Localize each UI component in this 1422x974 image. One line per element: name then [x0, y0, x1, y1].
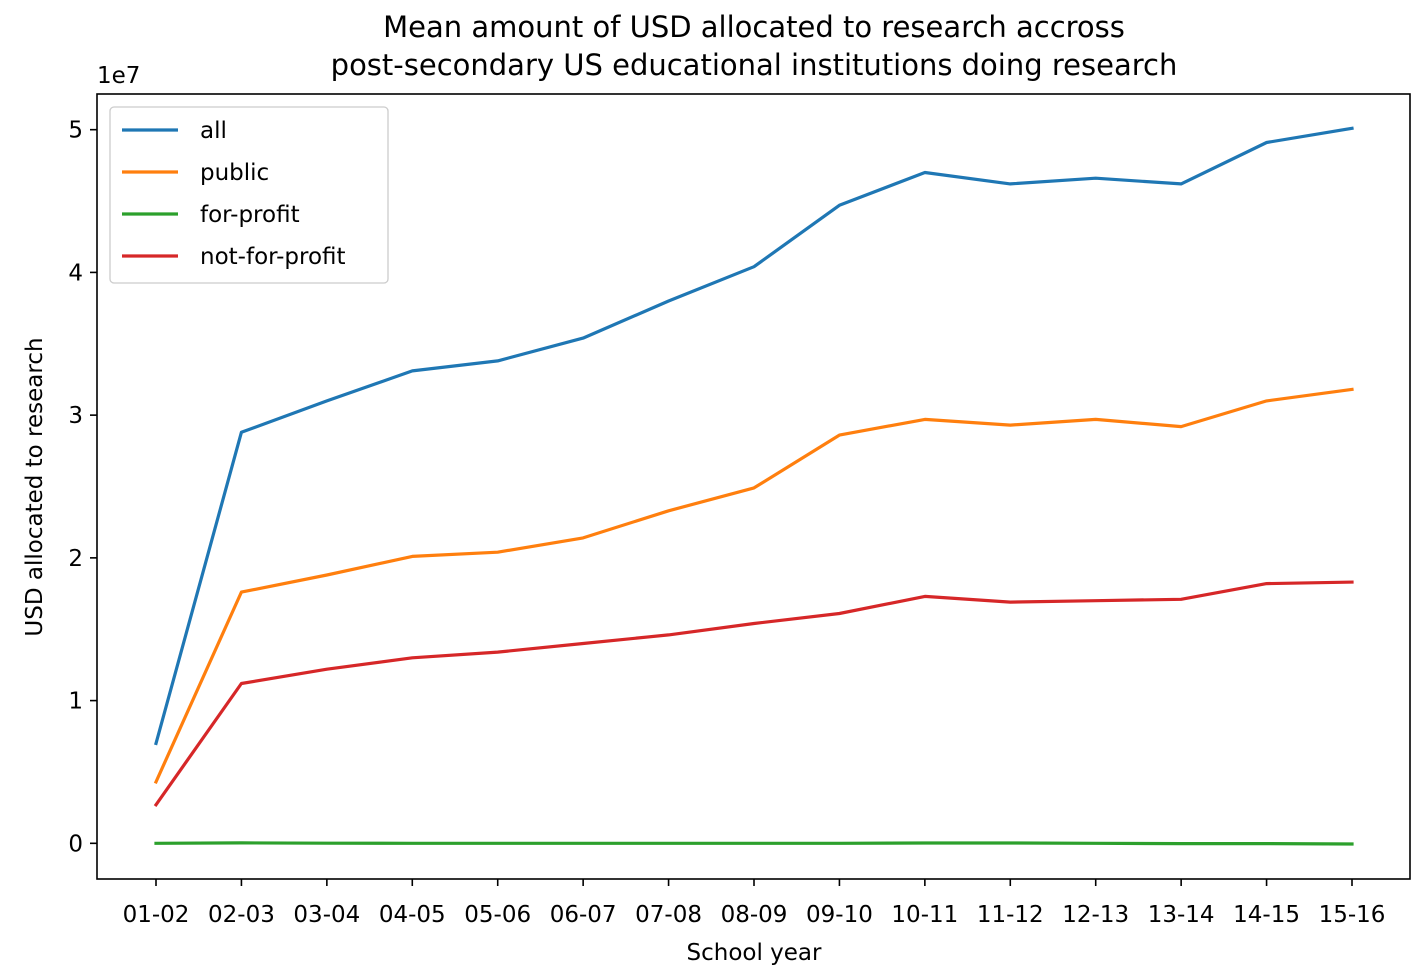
- y-tick-label: 4: [68, 260, 83, 286]
- y-tick-label: 3: [68, 403, 83, 429]
- x-tick-label: 09-10: [806, 902, 873, 928]
- y-axis-ticks: 0 1 2 3 4 5: [68, 118, 97, 857]
- y-tick-label: 1: [68, 689, 83, 715]
- legend-label-all: all: [200, 118, 227, 144]
- x-tick-label: 03-04: [293, 902, 360, 928]
- legend-label-not-for-profit: not-for-profit: [200, 244, 346, 270]
- legend-box: [109, 106, 389, 284]
- x-tick-label: 05-06: [464, 902, 531, 928]
- x-tick-label: 15-16: [1319, 902, 1386, 928]
- series-lines: [153, 126, 1354, 846]
- legend-label-public: public: [200, 160, 269, 186]
- y-offset-label: 1e7: [97, 63, 140, 89]
- chart-title-line-2: post-secondary US educational institutio…: [331, 48, 1178, 82]
- x-tick-label: 12-13: [1062, 902, 1129, 928]
- x-tick-label: 04-05: [379, 902, 446, 928]
- series-line-public: [153, 387, 1354, 785]
- x-tick-label: 06-07: [550, 902, 617, 928]
- x-axis-label: School year: [687, 940, 823, 966]
- y-tick-label: 0: [68, 831, 83, 857]
- x-tick-label: 11-12: [977, 902, 1044, 928]
- x-tick-label: 13-14: [1148, 902, 1215, 928]
- x-tick-label: 14-15: [1233, 902, 1300, 928]
- x-tick-label: 07-08: [635, 902, 702, 928]
- x-axis-ticks: 01-02 02-03 03-04 04-05 05-06 06-07 07-08 08-09…: [123, 879, 1386, 928]
- chart-title-line-1: Mean amount of USD allocated to research…: [383, 10, 1125, 44]
- legend: all public for-profit not-for-profit: [109, 106, 389, 284]
- series-line-all: [154, 126, 1354, 746]
- legend-label-for-profit: for-profit: [200, 202, 300, 228]
- y-tick-label: 2: [68, 546, 83, 572]
- y-axis-label: USD allocated to research: [22, 337, 48, 636]
- x-tick-label: 02-03: [208, 902, 275, 928]
- x-tick-label: 01-02: [123, 902, 190, 928]
- x-tick-label: 08-09: [721, 902, 788, 928]
- series-line-not-for-profit: [153, 580, 1354, 808]
- y-tick-label: 5: [68, 118, 83, 144]
- x-tick-label: 10-11: [891, 902, 958, 928]
- series-line-for-profit: [154, 841, 1354, 846]
